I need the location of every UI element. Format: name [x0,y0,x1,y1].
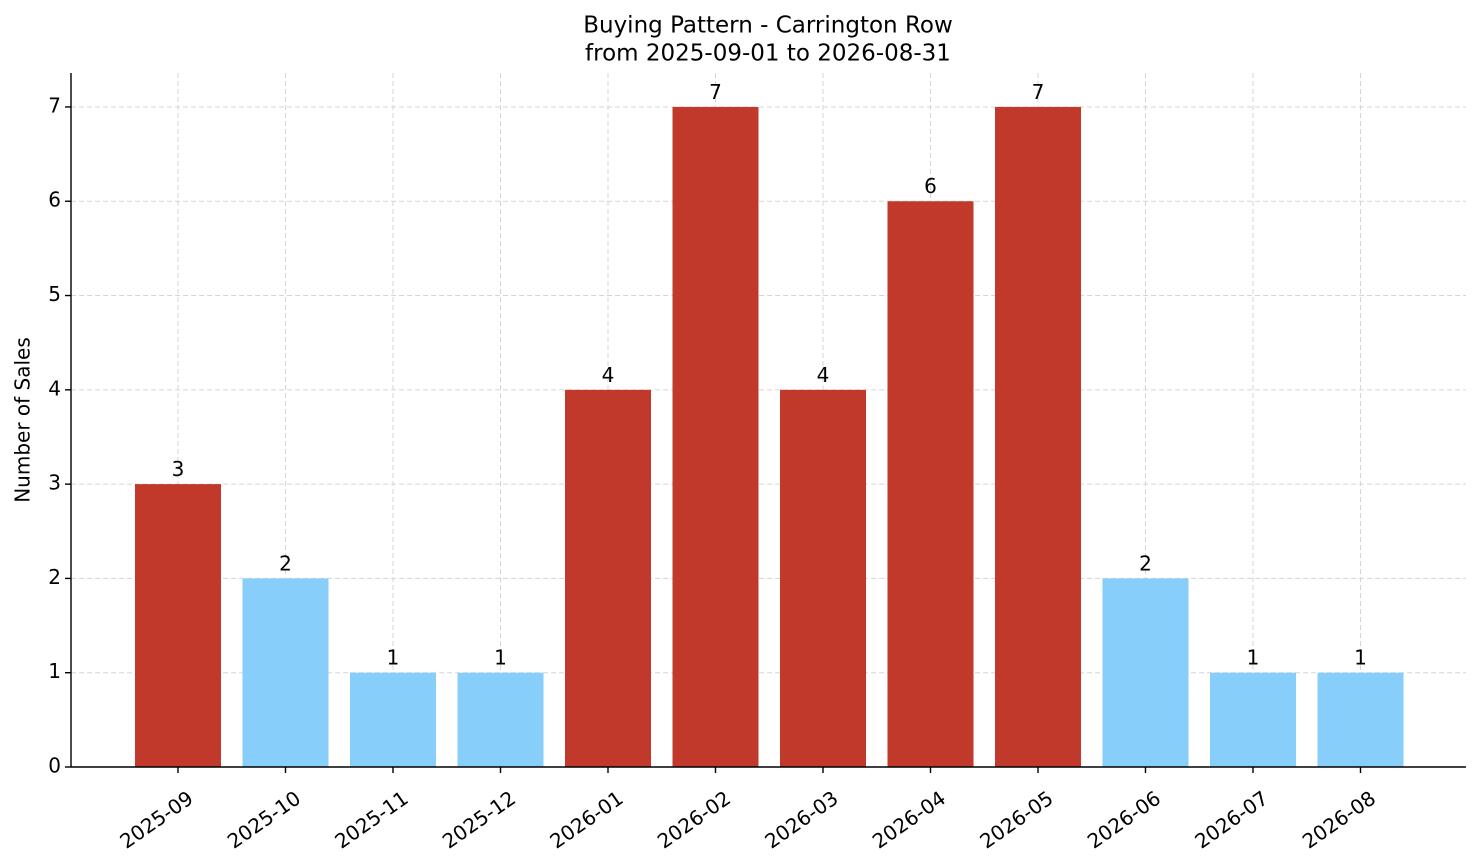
y-tick-label: 3 [48,471,61,495]
x-tick-label: 2026-05 [975,786,1057,854]
bar [887,201,974,767]
bar [135,484,221,767]
x-tick-label: 2026-06 [1083,786,1165,854]
bar [565,389,651,767]
x-tick-label: 2025-09 [115,786,197,854]
y-tick-label: 7 [48,93,61,117]
x-tick-label: 2026-02 [653,786,735,854]
y-tick-label: 1 [48,659,61,683]
chart-subtitle: from 2025-09-01 to 2026-08-31 [585,41,951,67]
value-label: 7 [709,80,722,104]
chart-title: Buying Pattern - Carrington Row [583,13,953,39]
value-label: 4 [817,363,830,387]
value-label: 6 [924,174,937,198]
bar [1210,672,1296,767]
x-tick-label: 2025-10 [223,786,305,854]
bar [242,578,329,767]
y-tick-label: 5 [48,282,61,306]
bar [1317,672,1404,767]
y-tick-label: 0 [48,754,61,778]
value-label: 1 [1247,646,1260,670]
x-tick-label: 2025-11 [330,786,412,854]
x-tick-label: 2026-04 [868,786,950,854]
x-tick-label: 2026-08 [1298,786,1380,854]
value-label: 1 [1354,646,1367,670]
y-tick-label: 6 [48,188,61,212]
x-tick-label: 2026-03 [760,786,842,854]
bar [457,672,544,767]
bar [1102,578,1189,767]
y-tick-label: 2 [48,565,61,589]
bar [350,672,436,767]
value-label: 1 [387,646,400,670]
x-tick-label: 2026-07 [1190,786,1272,854]
x-tick-label: 2026-01 [545,786,627,854]
bar [995,106,1081,767]
value-label: 7 [1032,80,1045,104]
x-tick-label: 2025-12 [438,786,520,854]
value-label: 4 [602,363,615,387]
bar [780,389,866,767]
value-label: 2 [1139,551,1152,575]
value-label: 3 [172,457,185,481]
bar [672,106,759,767]
value-label: 2 [279,551,292,575]
value-label: 1 [494,646,507,670]
y-axis-label: Number of Sales [11,337,35,503]
y-tick-label: 4 [48,376,61,400]
